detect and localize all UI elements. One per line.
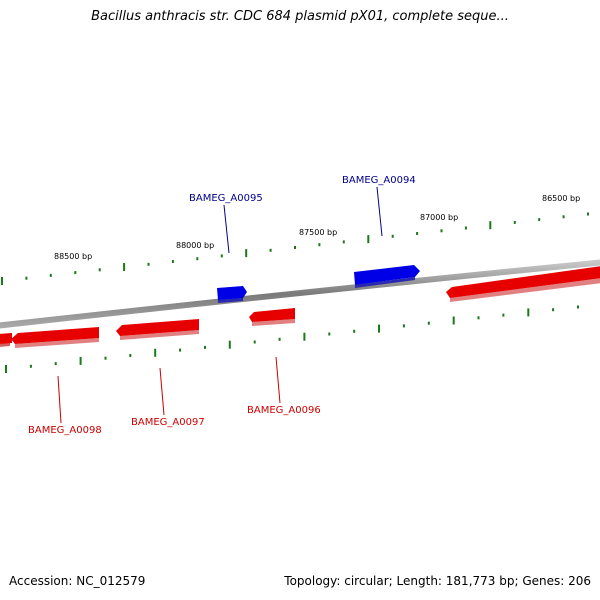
label-leaders [57, 186, 383, 424]
gene-label-bameg-a0097[interactable]: BAMEG_A0097 [131, 417, 205, 428]
map-title: Bacillus anthracis str. CDC 684 plasmid … [91, 9, 509, 24]
gene-bameg-a0097[interactable] [116, 319, 199, 340]
gene-label-bameg-a0098[interactable]: BAMEG_A0098 [28, 425, 102, 436]
leader-bameg-a0096 [275, 356, 281, 404]
ruler-label-87000: 87000 bp [420, 213, 458, 222]
gene-bameg-a0096[interactable] [249, 308, 295, 326]
gene-edge-left[interactable] [0, 333, 12, 347]
map-summary: Topology: circular; Length: 181,773 bp; … [284, 574, 591, 588]
reverse-genes [0, 266, 600, 348]
inner-tick-row [5, 305, 579, 373]
backbone [0, 259, 600, 329]
leader-bameg-a0098 [57, 375, 62, 424]
leader-bameg-a0097 [159, 367, 165, 416]
leader-bameg-a0095 [223, 204, 230, 254]
gene-label-bameg-a0094[interactable]: BAMEG_A0094 [342, 175, 416, 186]
gene-bameg-a0095[interactable] [217, 286, 247, 303]
gene-right-edge[interactable] [446, 266, 600, 302]
gene-label-bameg-a0096[interactable]: BAMEG_A0096 [247, 405, 321, 416]
leader-bameg-a0094 [376, 186, 383, 237]
forward-genes [217, 265, 420, 303]
ruler-label-87500: 87500 bp [299, 228, 337, 237]
gene-bameg-a0098[interactable] [11, 327, 99, 348]
gene-labels: BAMEG_A0095 BAMEG_A0094 BAMEG_A0098 BAME… [28, 175, 416, 436]
gene-label-bameg-a0095[interactable]: BAMEG_A0095 [189, 193, 263, 204]
outer-tick-row [1, 212, 589, 285]
accession-label: Accession: NC_012579 [9, 574, 146, 588]
ruler-label-88000: 88000 bp [176, 241, 214, 250]
ruler-labels: 88500 bp 88000 bp 87500 bp 87000 bp 8650… [54, 194, 580, 261]
gene-bameg-a0094[interactable] [354, 265, 420, 288]
ruler-label-86500: 86500 bp [542, 194, 580, 203]
ruler-label-88500: 88500 bp [54, 252, 92, 261]
